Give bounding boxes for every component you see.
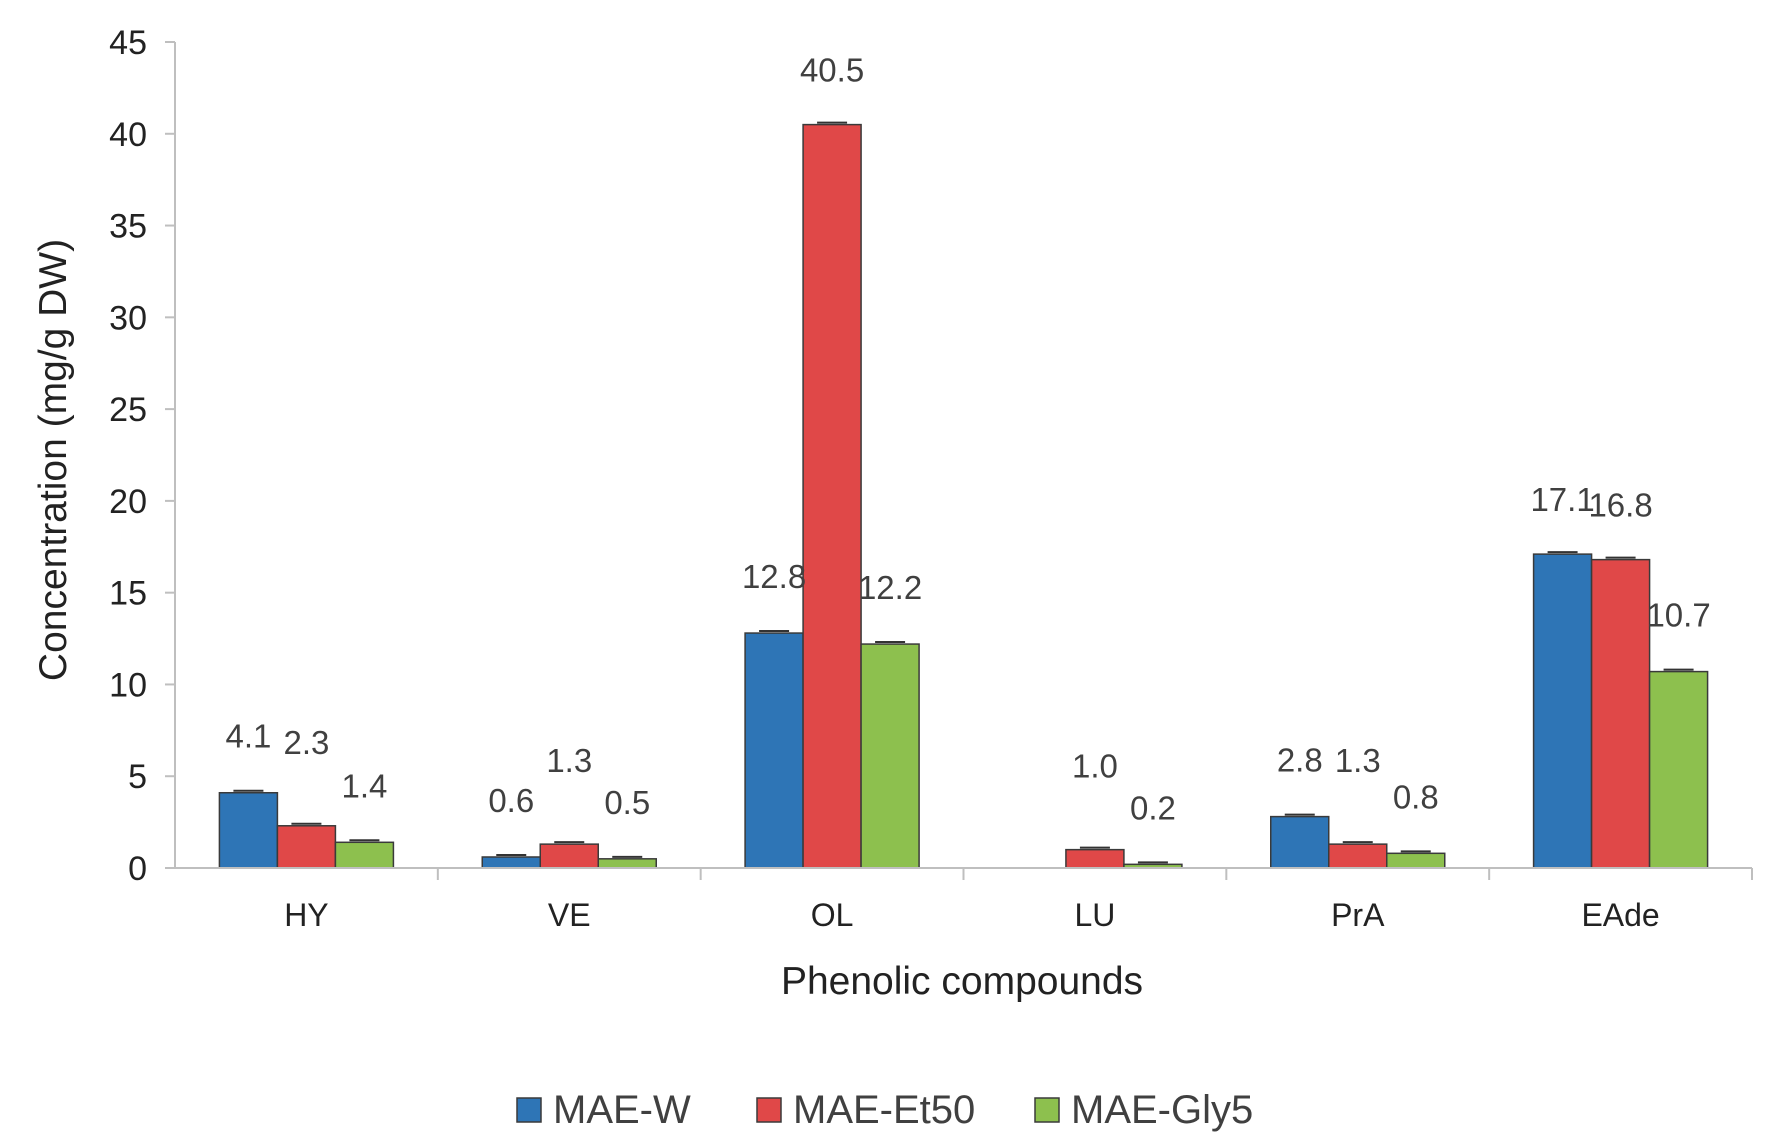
data-label: 0.6 (488, 782, 534, 819)
legend-swatch-mae-gly5 (1034, 1097, 1060, 1123)
bar-mae-gly5-ve (597, 858, 657, 869)
bar-mae-gly5-hy (334, 841, 395, 869)
x-tick-label: HY (284, 897, 328, 933)
legend-label-mae-w: MAE-W (553, 1088, 691, 1132)
bar-mae-gly5-ol (860, 643, 920, 869)
data-labels: 4.1 2.3 1.4 0.6 1.3 0.5 12.8 40.5 12.2 1.0 0.2 2.8 1… (225, 52, 1710, 827)
x-tick-label: LU (1074, 897, 1115, 933)
data-label: 16.8 (1588, 487, 1652, 524)
y-axis-title: Concentration (mg/g DW) (32, 239, 75, 681)
x-axis-ticks: HY VE OL LU PrA EAde (284, 868, 1753, 933)
x-tick-label: PrA (1331, 897, 1385, 933)
bar-mae-et50-ol (802, 123, 862, 869)
y-tick-label: 30 (109, 299, 147, 337)
y-tick-label: 20 (109, 483, 147, 521)
bar-mae-et50-ve (539, 843, 599, 869)
bar-mae-et50-eade (1590, 558, 1651, 869)
legend-label-mae-gly5: MAE-Gly5 (1071, 1088, 1253, 1132)
legend-label-mae-et50: MAE-Et50 (793, 1088, 975, 1132)
bar-mae-et50-pra (1328, 843, 1388, 869)
x-axis-title: Phenolic compounds (781, 960, 1143, 1003)
y-tick-label: 0 (128, 850, 147, 888)
data-label: 4.1 (225, 718, 271, 755)
data-label: 1.3 (546, 742, 592, 779)
data-label: 12.2 (858, 569, 922, 606)
x-tick-label: OL (811, 897, 854, 933)
y-tick-label: 35 (109, 208, 147, 246)
legend: MAE-W MAE-Et50 MAE-Gly5 (516, 1088, 1253, 1132)
y-tick-label: 45 (109, 24, 147, 62)
bar-mae-et50-hy (276, 825, 337, 869)
bar-mae-w-eade (1532, 553, 1593, 869)
data-label: 0.5 (604, 784, 650, 821)
data-label: 1.4 (341, 767, 387, 804)
x-tick-label: EAde (1581, 897, 1659, 933)
bar-mae-gly5-pra (1386, 852, 1446, 869)
data-label: 1.3 (1335, 742, 1381, 779)
bars (218, 121, 1709, 869)
legend-swatch-mae-w (516, 1097, 542, 1123)
bar-mae-w-ve (481, 856, 541, 869)
data-label: 1.0 (1072, 748, 1118, 785)
bar-mae-w-ol (744, 632, 804, 869)
data-label: 0.8 (1393, 778, 1439, 815)
x-tick-label: VE (548, 897, 591, 933)
bar-mae-w-pra (1270, 815, 1330, 869)
data-label: 10.7 (1646, 597, 1710, 634)
bar-mae-et50-lu (1065, 848, 1125, 869)
y-tick-label: 25 (109, 391, 147, 429)
y-tick-label: 40 (109, 116, 147, 154)
bar-mae-w-hy (218, 791, 279, 869)
y-tick-label: 10 (109, 666, 147, 704)
data-label: 0.2 (1130, 789, 1176, 826)
legend-swatch-mae-et50 (756, 1097, 782, 1123)
data-label: 2.8 (1277, 742, 1323, 779)
data-label: 12.8 (742, 558, 806, 595)
y-tick-label: 5 (128, 758, 147, 796)
y-tick-label: 15 (109, 575, 147, 613)
data-label: 2.3 (283, 724, 329, 761)
data-label: 40.5 (800, 52, 864, 89)
data-label: 17.1 (1530, 481, 1594, 518)
bar-mae-gly5-eade (1648, 670, 1709, 869)
y-axis-ticks: 0 5 10 15 20 25 30 35 40 45 (109, 24, 175, 888)
